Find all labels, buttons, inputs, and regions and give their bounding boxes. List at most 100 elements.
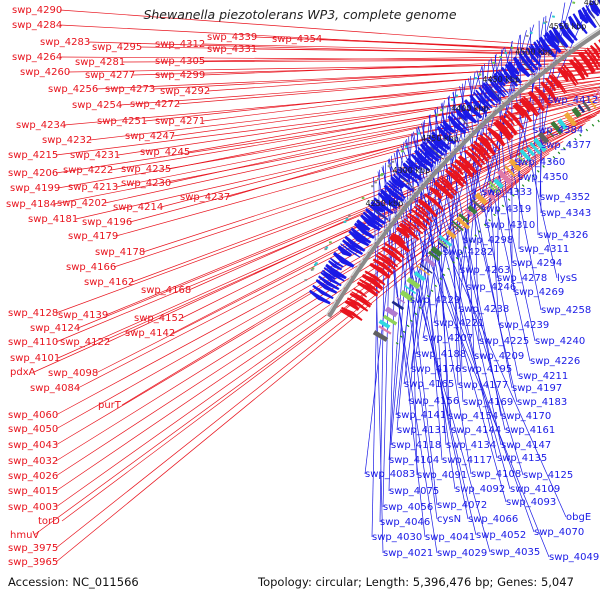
gene-label: swp_4350 (518, 172, 568, 183)
gene-label: swp_3975 (8, 543, 58, 554)
gene-label: swp_4052 (476, 530, 526, 541)
rna-mark-37 (488, 218, 491, 222)
connector-line (55, 153, 550, 462)
genome-backbone-shadow (325, 27, 600, 316)
gene-label: swp_4240 (535, 336, 585, 347)
forward-gene-arrow-85 (388, 235, 410, 253)
forward-gene-arrow-45 (499, 116, 517, 136)
forward-gene-arrow-22 (578, 52, 595, 74)
gene-label: swp_4237 (180, 192, 230, 203)
feature-block-28 (537, 131, 550, 145)
reverse-gene-arrow-20 (552, 26, 569, 48)
reverse-gene-arrow-83 (360, 214, 381, 231)
genome-summary: Topology: circular; Length: 5,396,476 bp… (257, 575, 574, 589)
gene-label: swp_4263 (460, 265, 510, 276)
gene-label: swp_4234 (16, 120, 66, 131)
gene-label: swp_4319 (481, 204, 531, 215)
gene-label: swp_4354 (272, 34, 322, 45)
feature-block-40 (488, 184, 498, 194)
forward-gene-arrow-69 (423, 193, 444, 211)
connector-line (476, 70, 536, 342)
reverse-gene-arrow-97 (321, 269, 336, 280)
reverse-gene-arrow-53 (447, 115, 467, 135)
feature-block-62 (399, 289, 415, 303)
connector-line (77, 132, 575, 389)
reverse-gene-arrow-60 (422, 141, 442, 159)
gene-label: swp_4235 (121, 164, 171, 175)
feature-block-35 (504, 165, 516, 177)
kbp-label: 4600 kbp (584, 0, 600, 7)
gene-label: swp_4206 (8, 168, 58, 179)
forward-gene-arrow-98 (349, 292, 371, 308)
feature-block-19 (593, 92, 600, 103)
forward-gene-arrow-30 (548, 74, 560, 89)
gene-label: swp_4272 (130, 99, 180, 110)
connector-line (388, 159, 550, 558)
forward-gene-arrow-39 (519, 98, 531, 113)
kbp-label: 4300 kbp (393, 166, 431, 175)
reverse-gene-arrow-66 (405, 160, 418, 172)
gene-label: swp_4117 (442, 455, 492, 466)
inner-mark-12 (529, 31, 533, 35)
forward-gene-arrow-61 (447, 166, 467, 185)
forward-gene-arrow-41 (512, 104, 525, 118)
gene-label: swp_4197 (512, 383, 562, 394)
reverse-gene-arrow-35 (501, 66, 519, 87)
forward-gene-arrow-76 (407, 212, 428, 230)
connector-line (538, 20, 542, 214)
forward-gene-arrow-59 (454, 159, 474, 178)
feature-block-61 (404, 285, 417, 295)
rna-tracks (304, 1, 600, 345)
gene-label: swp_4165 (404, 379, 454, 390)
connector-line (207, 62, 600, 92)
inner-mark-8 (544, 20, 548, 24)
connector-line (459, 86, 519, 377)
reverse-gene-arrow-48 (469, 94, 488, 114)
reverse-gene-arrow-88 (344, 235, 366, 252)
gene-label: swp_4092 (455, 484, 505, 495)
reverse-gene-arrow-86 (350, 227, 372, 244)
gene-label: swp_4170 (501, 411, 551, 422)
gene-label: swp_4131 (397, 425, 447, 436)
forward-gene-arrow-27 (557, 67, 569, 82)
reverse-gene-arrow-41 (488, 78, 506, 98)
reverse-gene-arrow-21 (548, 29, 560, 44)
forward-gene-arrow-101 (341, 306, 363, 321)
forward-gene-arrow-60 (451, 163, 464, 176)
gene-label: swp_4282 (443, 247, 493, 258)
forward-strand-genes (339, 39, 600, 321)
feature-block-23 (571, 106, 582, 118)
gene-label: swp_4135 (497, 453, 547, 464)
gene-label: obgE (566, 512, 591, 523)
reverse-gene-arrow-26 (533, 41, 545, 56)
gene-label: swp_4333 (482, 187, 532, 198)
reverse-gene-arrow-46 (475, 89, 493, 109)
gene-label: swp_4215 (8, 150, 58, 161)
gene-label: swp_4141 (396, 410, 446, 421)
kbp-tick-4 (490, 87, 504, 103)
gene-label: swp_3965 (8, 557, 58, 568)
gene-label: swp_4196 (82, 217, 132, 228)
reverse-gene-arrow-12 (589, 2, 600, 17)
feature-block-54 (430, 246, 443, 258)
gene-label: swp_4213 (68, 182, 118, 193)
feature-block-38 (493, 178, 504, 189)
gene-label: swp_4169 (463, 397, 513, 408)
gene-label: lysS (557, 273, 577, 284)
gene-label: swp_4230 (121, 178, 171, 189)
gene-label: swp_4168 (141, 285, 191, 296)
feature-block-49 (451, 223, 461, 233)
gene-label: swp_4108 (471, 469, 521, 480)
gene-label: swp_4277 (85, 70, 135, 81)
gene-label: swp_4049 (549, 552, 599, 563)
reverse-gene-arrow-30 (521, 50, 539, 71)
gene-label: swp_4292 (160, 86, 210, 97)
reverse-strand-genes (309, 0, 600, 305)
gene-label: swp_4211 (518, 371, 568, 382)
connector-line (115, 101, 600, 237)
gene-label: swp_4199 (10, 183, 60, 194)
gene-label: swp_4231 (70, 150, 120, 161)
gene-label: swp_4251 (97, 116, 147, 127)
connector-line (57, 123, 586, 359)
rna-mark-44 (455, 256, 459, 260)
